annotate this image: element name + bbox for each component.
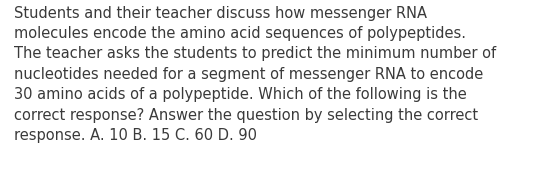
Text: Students and their teacher discuss how messenger RNA
molecules encode the amino : Students and their teacher discuss how m…	[14, 6, 496, 143]
